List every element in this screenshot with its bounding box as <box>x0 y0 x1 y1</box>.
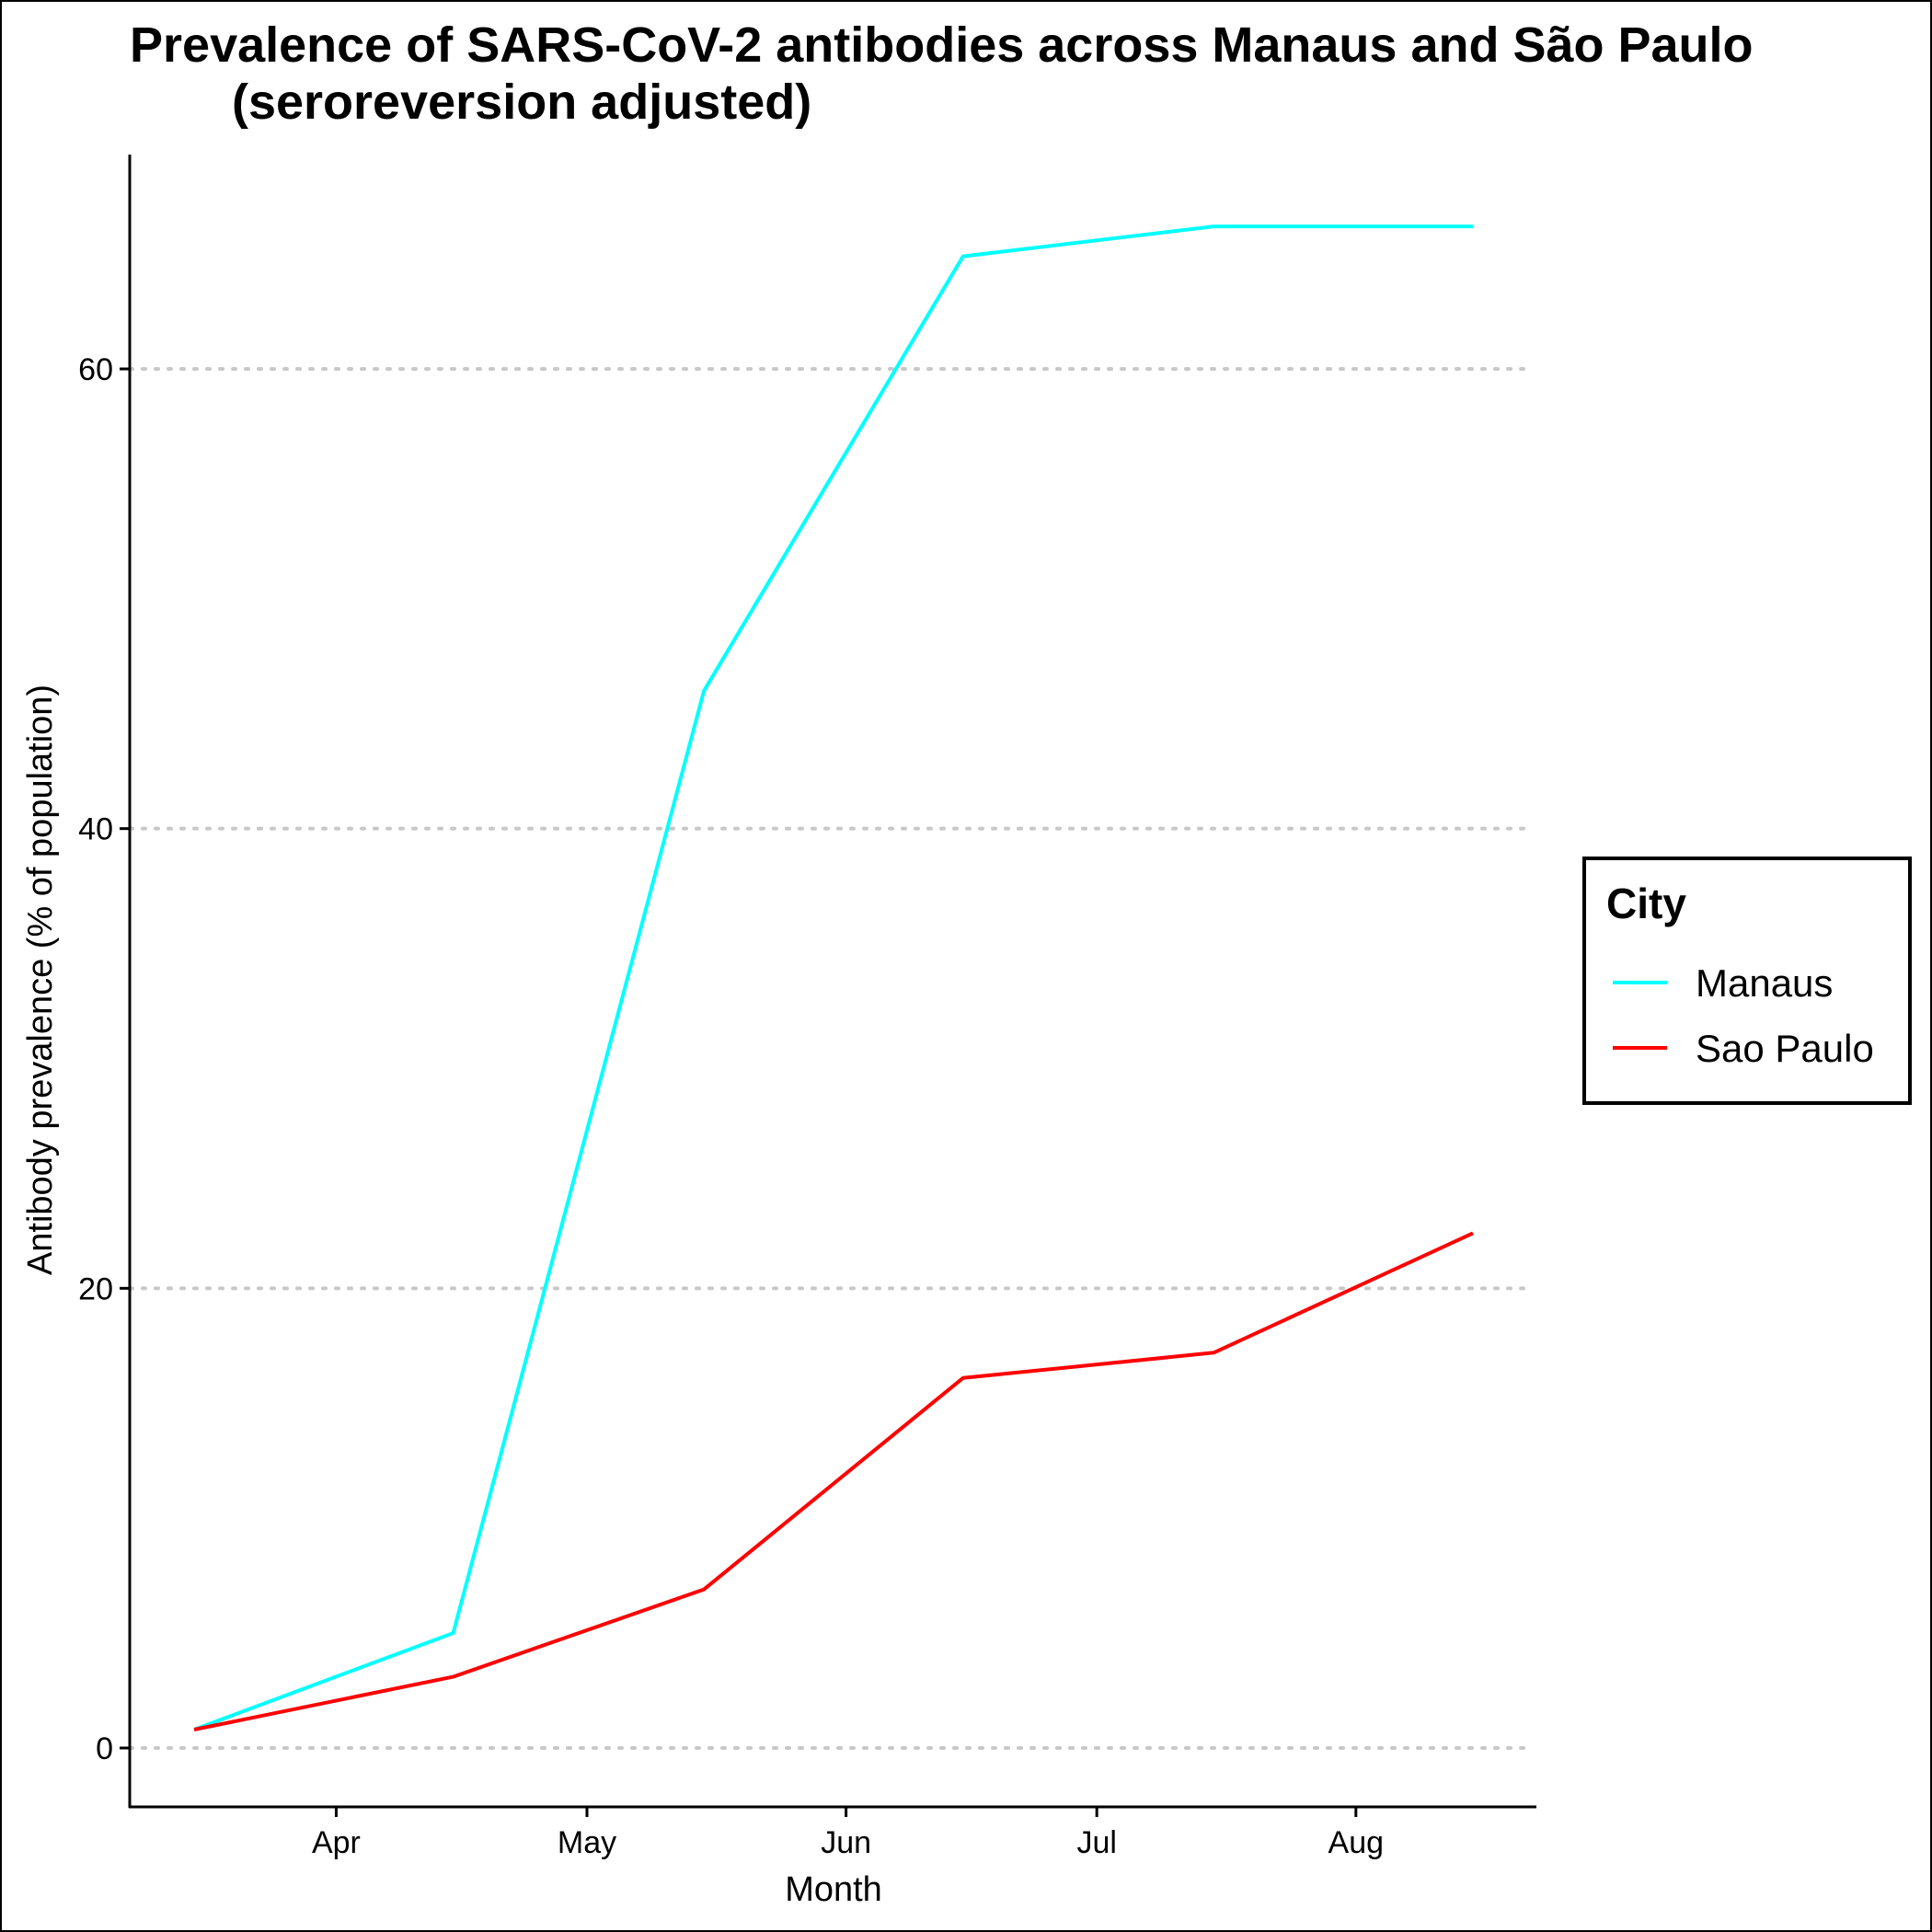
series-lines <box>193 224 1474 1731</box>
x-tick-label-may: May <box>558 1825 616 1860</box>
x-tick-label-apr: Apr <box>312 1825 361 1860</box>
y-tick-label-40: 40 <box>78 812 113 847</box>
y-tick-label-20: 20 <box>78 1271 113 1306</box>
legend-label-sao-paulo: Sao Paulo <box>1696 1027 1874 1070</box>
grid-lines <box>128 367 1531 1750</box>
x-axis-ticks: Apr May Jun Jul Aug <box>312 1807 1384 1860</box>
legend: City Manaus Sao Paulo <box>1582 857 1912 1105</box>
y-axis-title: Antibody prevalence (% of population) <box>21 684 60 1275</box>
x-tick-label-aug: Aug <box>1328 1825 1385 1860</box>
legend-box <box>1582 857 1912 1105</box>
legend-title: City <box>1606 880 1686 927</box>
y-axis-ticks: 0 20 40 60 <box>78 352 130 1766</box>
chart-title-line2: (seroreversion adjusted) <box>232 75 811 130</box>
chart-title-line1: Prevalence of SARS-CoV-2 antibodies acro… <box>130 17 1754 73</box>
legend-label-manaus: Manaus <box>1696 961 1833 1005</box>
x-tick-label-jul: Jul <box>1076 1825 1116 1860</box>
series-line-manaus <box>193 224 1473 1731</box>
x-axis-title: Month <box>785 1870 882 1909</box>
x-tick-label-jun: Jun <box>821 1825 871 1860</box>
series-line-sao-paulo <box>193 1231 1474 1731</box>
y-tick-label-0: 0 <box>96 1731 113 1766</box>
y-tick-label-60: 60 <box>78 352 113 387</box>
